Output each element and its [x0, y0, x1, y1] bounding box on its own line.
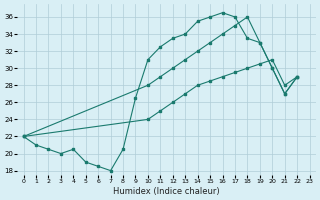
X-axis label: Humidex (Indice chaleur): Humidex (Indice chaleur): [113, 187, 220, 196]
